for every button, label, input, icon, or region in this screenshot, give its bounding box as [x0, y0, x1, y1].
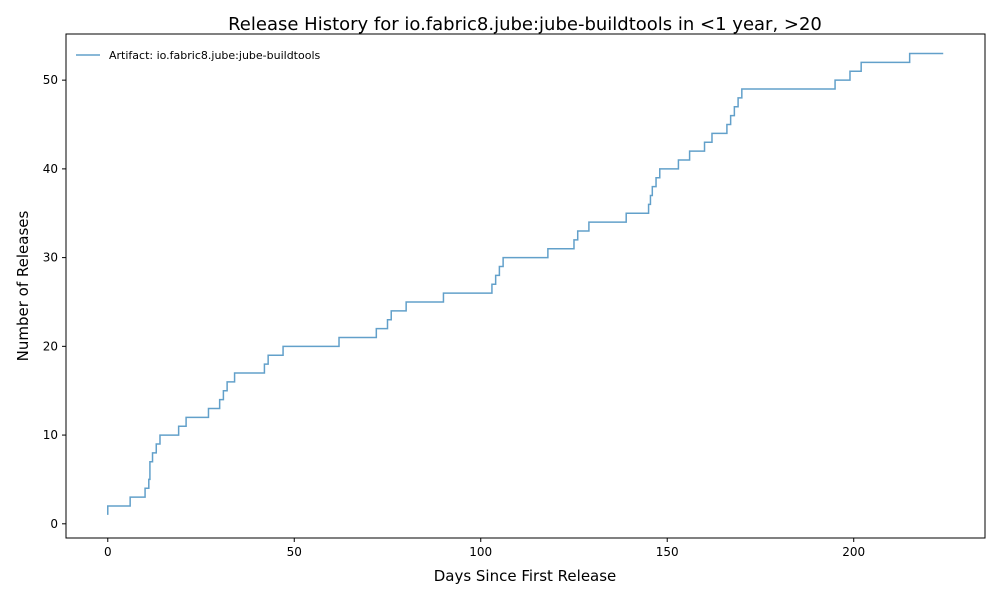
y-axis-title: Number of Releases — [14, 210, 32, 361]
x-axis-title: Days Since First Release — [434, 567, 617, 585]
legend: Artifact: io.fabric8.jube:jube-buildtool… — [76, 49, 321, 62]
y-tick-label: 30 — [43, 251, 58, 265]
y-tick-label: 50 — [43, 73, 58, 87]
legend-label: Artifact: io.fabric8.jube:jube-buildtool… — [109, 49, 321, 62]
x-tick-label: 200 — [842, 545, 865, 559]
x-axis: 0 50 100 150 200 — [104, 538, 865, 559]
chart-title: Release History for io.fabric8.jube:jube… — [228, 14, 822, 35]
y-tick-label: 0 — [50, 517, 58, 531]
x-tick-label: 50 — [287, 545, 302, 559]
x-tick-label: 150 — [656, 545, 679, 559]
y-tick-label: 10 — [43, 428, 58, 442]
series-step-line — [107, 52, 944, 515]
y-tick-label: 20 — [43, 339, 58, 353]
x-tick-label: 0 — [104, 545, 112, 559]
series-layer — [107, 52, 944, 515]
plot-area-frame — [65, 33, 986, 539]
y-tick-label: 40 — [43, 162, 58, 176]
y-axis: 0 10 20 30 40 50 — [43, 73, 66, 531]
x-tick-label: 100 — [469, 545, 492, 559]
